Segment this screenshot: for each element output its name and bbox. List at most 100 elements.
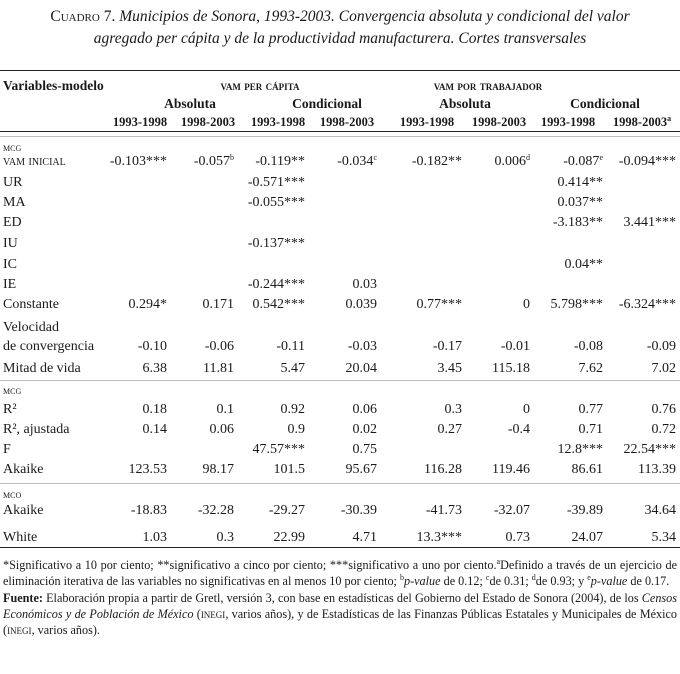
- table-cell: 98.17: [202, 462, 235, 477]
- table-cell: 0.71: [578, 422, 604, 437]
- table-cell: 0.06: [352, 402, 378, 417]
- table-cell: -0.08: [573, 339, 603, 354]
- table-cell: 0.72: [651, 422, 677, 437]
- table-cell: -0.057b: [193, 153, 234, 170]
- table-cell: 101.5: [273, 462, 306, 477]
- table-cell: 0.9: [287, 422, 306, 437]
- table-cell: -0.11: [276, 339, 305, 354]
- table-cell: 0.037**: [557, 195, 604, 210]
- table-cell: 0.76: [651, 402, 677, 417]
- table-cell: 4.71: [352, 530, 378, 545]
- table-cell: -0.10: [137, 339, 167, 354]
- significance-note: *Significativo a 10 por ciento; **signif…: [3, 557, 677, 589]
- table-cell: -18.83: [130, 503, 167, 518]
- table-cell: 0.039: [345, 297, 378, 312]
- header-absoluta-1: Absoluta: [164, 96, 216, 111]
- table-cell: -0.06: [204, 339, 234, 354]
- table-cell: 7.62: [578, 361, 604, 376]
- table-cell: 0.171: [202, 297, 235, 312]
- table-cell: 22.54***: [623, 442, 677, 457]
- table-cell: -0.034c: [337, 153, 377, 170]
- table-cell: -29.27: [268, 503, 305, 518]
- header-variables: Variables-modelo: [3, 78, 104, 93]
- table-cell: -0.087e: [563, 153, 603, 170]
- row-label: Velocidad: [3, 320, 59, 335]
- period-header: 1993-1998: [250, 115, 306, 129]
- table-cell: 116.28: [424, 462, 462, 477]
- table-cell: 0: [523, 402, 530, 417]
- row-label: mco: [3, 489, 22, 501]
- table-cell: -30.39: [340, 503, 377, 518]
- table-cell: -0.094***: [618, 154, 676, 169]
- top-rule: [0, 70, 680, 71]
- table-cell: 34.64: [644, 503, 677, 518]
- header-condicional-2: Condicional: [570, 96, 640, 111]
- table-cell: 0.03: [352, 277, 378, 292]
- row-label: UR: [3, 175, 23, 190]
- table-cell: -0.03: [347, 339, 377, 354]
- table-cell: 3.441***: [623, 215, 677, 230]
- table-cell: 0.542***: [252, 297, 306, 312]
- table-notes: *Significativo a 10 por ciento; **signif…: [3, 557, 677, 638]
- table-cell: -0.09: [646, 339, 676, 354]
- table-cell: 0.77***: [416, 297, 463, 312]
- table-cell: 47.57***: [252, 442, 306, 457]
- table-cell: -0.182**: [411, 154, 462, 169]
- table-cell: -41.73: [425, 503, 462, 518]
- table-cell: -0.137***: [247, 236, 305, 251]
- table-cell: 24.07: [571, 530, 604, 545]
- table-cell: -0.01: [500, 339, 530, 354]
- period-header: 1998-2003: [180, 115, 236, 129]
- table-cell: 113.39: [638, 462, 676, 477]
- table-cell: 119.46: [492, 462, 530, 477]
- row-label: R², ajustada: [3, 422, 70, 437]
- table-cell: 22.99: [273, 530, 306, 545]
- table-cell: 0.02: [352, 422, 378, 437]
- row-label: MA: [3, 195, 26, 210]
- table-cell: -39.89: [566, 503, 603, 518]
- row-label: IU: [3, 236, 18, 251]
- row-label: R²: [3, 402, 17, 417]
- table-cell: 0.006d: [494, 153, 531, 170]
- caption-line-1: Cuadro 7. Municipios de Sonora, 1993-200…: [0, 6, 680, 28]
- row-label: Mitad de vida: [3, 361, 81, 376]
- caption-title-2: agregado per cápita y de la productivida…: [93, 30, 587, 47]
- table-cell: 0.77: [578, 402, 604, 417]
- period-header: 1998-2003: [471, 115, 527, 129]
- table-cell: 86.61: [571, 462, 604, 477]
- row-label: Akaike: [3, 503, 44, 518]
- header-condicional-1: Condicional: [292, 96, 362, 111]
- table-cell: -3.183**: [552, 215, 603, 230]
- table-cell: 6.38: [142, 361, 168, 376]
- header-group-vam-por-trabajador: vam por trabajador: [433, 78, 543, 93]
- period-header: 1998-2003a: [612, 114, 672, 130]
- table-cell: 0.27: [437, 422, 463, 437]
- table-cell: -0.119**: [255, 154, 305, 169]
- table-cell: 7.02: [651, 361, 677, 376]
- table-cell: 0.73: [505, 530, 531, 545]
- header-absoluta-2: Absoluta: [439, 96, 491, 111]
- table-cell: 0.06: [209, 422, 235, 437]
- table-cell: 11.81: [203, 361, 234, 376]
- table-cell: 0.18: [142, 402, 168, 417]
- table-cell: 0.04**: [564, 257, 604, 272]
- table-cell: 12.8***: [557, 442, 604, 457]
- table-cell: 1.03: [142, 530, 168, 545]
- table-cell: 5.47: [280, 361, 306, 376]
- table-cell: -0.103***: [109, 154, 167, 169]
- period-header: 1993-1998: [540, 115, 596, 129]
- table-cell: -0.17: [432, 339, 462, 354]
- row-label: mcg: [3, 142, 22, 154]
- table-cell: 0.75: [352, 442, 378, 457]
- header-group-vam-per-capita: vam per cápita: [220, 78, 300, 93]
- period-header: 1993-1998: [112, 115, 168, 129]
- table-cell: 5.798***: [550, 297, 604, 312]
- table-cell: -0.244***: [247, 277, 305, 292]
- caption-number: Cuadro 7.: [50, 8, 116, 25]
- period-header: 1993-1998: [399, 115, 455, 129]
- block-rule: [0, 136, 680, 137]
- row-label: F: [3, 442, 11, 457]
- table-cell: -32.28: [197, 503, 234, 518]
- table-cell: -6.324***: [618, 297, 676, 312]
- row-label: mcg: [3, 385, 22, 397]
